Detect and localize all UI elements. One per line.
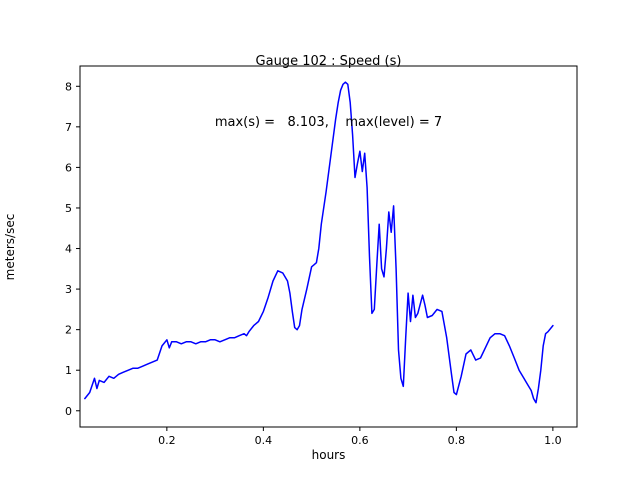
y-axis-label: meters/sec (3, 213, 17, 281)
x-tick-label: 0.6 (351, 434, 369, 447)
x-tick-label: 0.2 (158, 434, 176, 447)
x-tick-label: 1.0 (544, 434, 562, 447)
axes-frame (79, 65, 578, 428)
speed-series-line (84, 81, 554, 404)
chart-title-block: Gauge 102 : Speed (s) max(s) = 8.103, ma… (80, 12, 577, 173)
y-tick-label: 0 (65, 405, 72, 418)
y-tick-label: 8 (65, 80, 72, 93)
x-tick-label: 0.4 (255, 434, 273, 447)
y-tick-label: 7 (65, 121, 72, 134)
y-tick-label: 4 (65, 243, 72, 256)
y-tick-label: 1 (65, 364, 72, 377)
x-tick-label: 0.8 (448, 434, 466, 447)
y-tick-label: 2 (65, 324, 72, 337)
chart-title: Gauge 102 : Speed (s) (255, 54, 402, 70)
y-tick-label: 3 (65, 283, 72, 296)
chart-subtitle: max(s) = 8.103, max(level) = 7 (214, 114, 443, 130)
x-axis-label: hours (311, 448, 346, 462)
y-tick-label: 5 (65, 202, 72, 215)
y-tick-label: 6 (65, 161, 72, 174)
